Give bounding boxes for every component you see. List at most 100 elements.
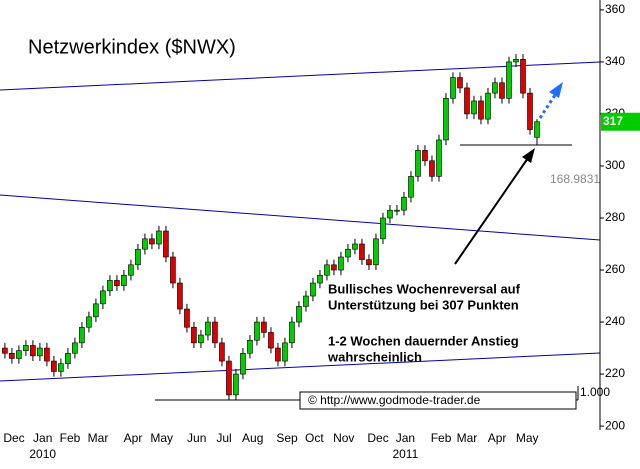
- candle-body: [352, 243, 358, 250]
- candle-body: [233, 373, 239, 396]
- candle-body: [289, 321, 295, 344]
- candle-body: [450, 77, 456, 99]
- candle-body: [23, 345, 29, 351]
- candle-body: [478, 100, 484, 120]
- candle-body: [331, 264, 337, 271]
- candle-body: [114, 280, 120, 286]
- candle-body: [247, 339, 253, 354]
- x-tick-label: May: [150, 431, 173, 445]
- arrow: [454, 157, 529, 265]
- candle-body: [163, 230, 169, 258]
- candle-body: [16, 350, 22, 359]
- annotation: 1-2 Wochen dauernder Anstieg: [328, 333, 519, 348]
- candle-body: [527, 92, 533, 130]
- y-tick-label: 300: [605, 158, 625, 172]
- candle-body: [156, 230, 162, 245]
- x-tick-label: Aug: [242, 431, 263, 445]
- y-tick-label: 200: [605, 418, 625, 432]
- candle-body: [254, 321, 260, 341]
- trend-line: [0, 61, 601, 91]
- candle-body: [534, 121, 540, 138]
- scale-label: 1.000: [580, 385, 610, 399]
- x-tick-label: Apr: [488, 431, 507, 445]
- candle-body: [485, 92, 491, 120]
- candle-body: [303, 295, 309, 307]
- x-tick-label: Dec: [3, 431, 24, 445]
- x-tick-label: Nov: [333, 431, 354, 445]
- candle-body: [275, 347, 281, 362]
- candle-body: [9, 352, 15, 359]
- candle-body: [58, 363, 64, 372]
- source: © http://www.godmode-trader.de: [308, 393, 481, 407]
- candle-body: [135, 248, 141, 266]
- x-tick-label: Apr: [124, 431, 143, 445]
- year-label: 2010: [29, 447, 56, 461]
- candle-body: [464, 87, 470, 115]
- candle-body: [513, 59, 519, 63]
- candle-body: [72, 342, 78, 354]
- candle-body: [401, 196, 407, 211]
- annotation: Bullisches Wochenreversal auf: [328, 281, 521, 296]
- candle-body: [2, 347, 8, 354]
- y-tick-label: 280: [605, 210, 625, 224]
- chart-title: Netzwerkindex ($NWX): [28, 36, 236, 58]
- candle-body: [205, 321, 211, 336]
- candle-body: [212, 321, 218, 344]
- x-tick-label: Mar: [457, 431, 478, 445]
- candle-body: [499, 82, 505, 99]
- candle-body: [345, 248, 351, 258]
- x-tick-label: Jan: [396, 431, 415, 445]
- candle-body: [170, 256, 176, 284]
- x-tick-label: Jul: [216, 431, 231, 445]
- forecast-arrow-head: [549, 82, 563, 98]
- candle-body: [198, 334, 204, 344]
- x-tick-label: Jun: [187, 431, 206, 445]
- candle-body: [65, 352, 71, 364]
- candle-body: [282, 342, 288, 362]
- candle-body: [422, 150, 428, 162]
- candle-body: [471, 100, 477, 115]
- candle-body: [324, 264, 330, 276]
- candle-body: [30, 345, 36, 357]
- trend-line: [0, 352, 601, 382]
- x-tick-label: Oct: [305, 431, 324, 445]
- forecast-arrow: [538, 91, 559, 119]
- x-tick-label: Feb: [431, 431, 452, 445]
- candle-body: [93, 303, 99, 318]
- candle-body: [51, 360, 57, 372]
- candle-body: [492, 82, 498, 94]
- candle-body: [44, 347, 50, 362]
- candle-body: [37, 347, 43, 357]
- candle-body: [100, 290, 106, 305]
- candle-body: [177, 282, 183, 310]
- candle-body: [506, 61, 512, 99]
- candle-body: [191, 326, 197, 344]
- x-tick-label: Sep: [276, 431, 298, 445]
- candle-body: [226, 360, 232, 396]
- candle-body: [296, 306, 302, 323]
- y-tick-label: 220: [605, 366, 625, 380]
- y-tick-label: 340: [605, 54, 625, 68]
- candle-body: [79, 326, 85, 344]
- candle-body: [366, 259, 372, 266]
- year-label: 2011: [392, 447, 418, 461]
- annotation: Unterstützung bei 307 Punkten: [328, 297, 519, 312]
- candle-body: [457, 77, 463, 89]
- indicator-label: 168.9831: [550, 172, 600, 186]
- candle-body: [261, 321, 267, 333]
- x-tick-label: Feb: [60, 431, 81, 445]
- last-value-box: [601, 112, 640, 131]
- candle-body: [436, 139, 442, 177]
- y-tick-label: 360: [605, 2, 625, 16]
- candle-body: [394, 209, 400, 212]
- candle-body: [219, 342, 225, 362]
- x-tick-label: Dec: [367, 431, 388, 445]
- candle-body: [408, 176, 414, 198]
- y-tick-label: 260: [605, 262, 625, 276]
- candle-body: [429, 160, 435, 177]
- candle-body: [107, 280, 113, 292]
- candle-body: [128, 264, 134, 276]
- candle-body: [240, 352, 246, 375]
- candle-body: [121, 274, 127, 286]
- candle-body: [149, 238, 155, 245]
